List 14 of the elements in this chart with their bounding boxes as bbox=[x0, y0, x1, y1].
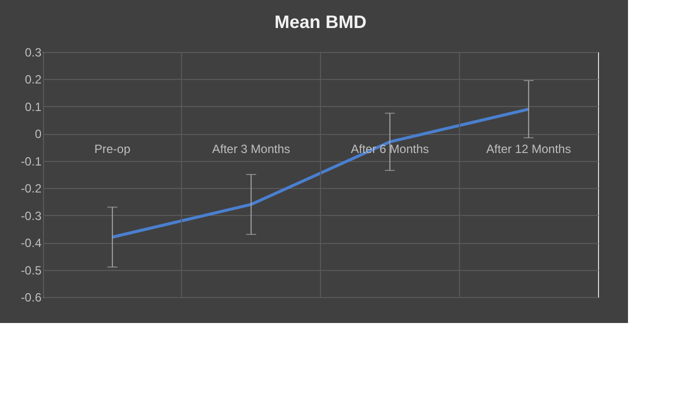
x-tick-label: After 12 Months bbox=[486, 142, 571, 156]
y-tick-label: 0 bbox=[34, 127, 42, 142]
y-tick-label: 0.2 bbox=[24, 72, 42, 87]
y-tick-label: 0.3 bbox=[24, 46, 42, 60]
y-tick-label: -0.2 bbox=[20, 182, 42, 196]
y-tick-label: 0.1 bbox=[24, 100, 42, 114]
y-tick-label: -0.1 bbox=[20, 154, 42, 168]
y-tick-label: -0.3 bbox=[20, 208, 42, 223]
y-tick-label: -0.6 bbox=[20, 290, 42, 304]
y-tick-label: -0.5 bbox=[20, 263, 42, 278]
y-tick-label: -0.4 bbox=[20, 236, 42, 250]
chart-title: Mean BMD bbox=[274, 12, 367, 32]
x-tick-label: Pre-op bbox=[94, 142, 131, 156]
x-tick-label: After 3 Months bbox=[212, 142, 290, 156]
